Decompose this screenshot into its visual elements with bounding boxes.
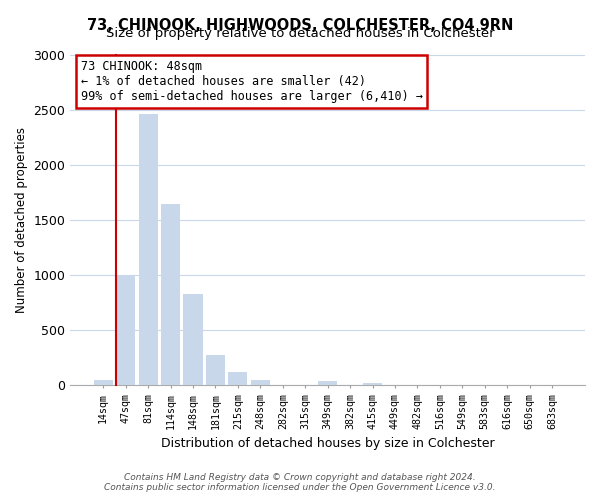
Text: 73, CHINOOK, HIGHWOODS, COLCHESTER, CO4 9RN: 73, CHINOOK, HIGHWOODS, COLCHESTER, CO4 … — [87, 18, 513, 32]
Bar — [229, 372, 247, 385]
Bar — [318, 381, 337, 385]
Bar — [116, 275, 135, 385]
Bar — [161, 204, 180, 385]
Bar — [251, 380, 270, 385]
Bar — [94, 380, 113, 385]
Bar — [363, 383, 382, 385]
X-axis label: Distribution of detached houses by size in Colchester: Distribution of detached houses by size … — [161, 437, 494, 450]
Text: Contains HM Land Registry data © Crown copyright and database right 2024.
Contai: Contains HM Land Registry data © Crown c… — [104, 473, 496, 492]
Text: Size of property relative to detached houses in Colchester: Size of property relative to detached ho… — [106, 28, 494, 40]
Bar — [206, 356, 225, 385]
Y-axis label: Number of detached properties: Number of detached properties — [15, 127, 28, 313]
Bar — [139, 114, 158, 385]
Text: 73 CHINOOK: 48sqm
← 1% of detached houses are smaller (42)
99% of semi-detached : 73 CHINOOK: 48sqm ← 1% of detached house… — [80, 60, 422, 103]
Bar — [184, 294, 203, 385]
